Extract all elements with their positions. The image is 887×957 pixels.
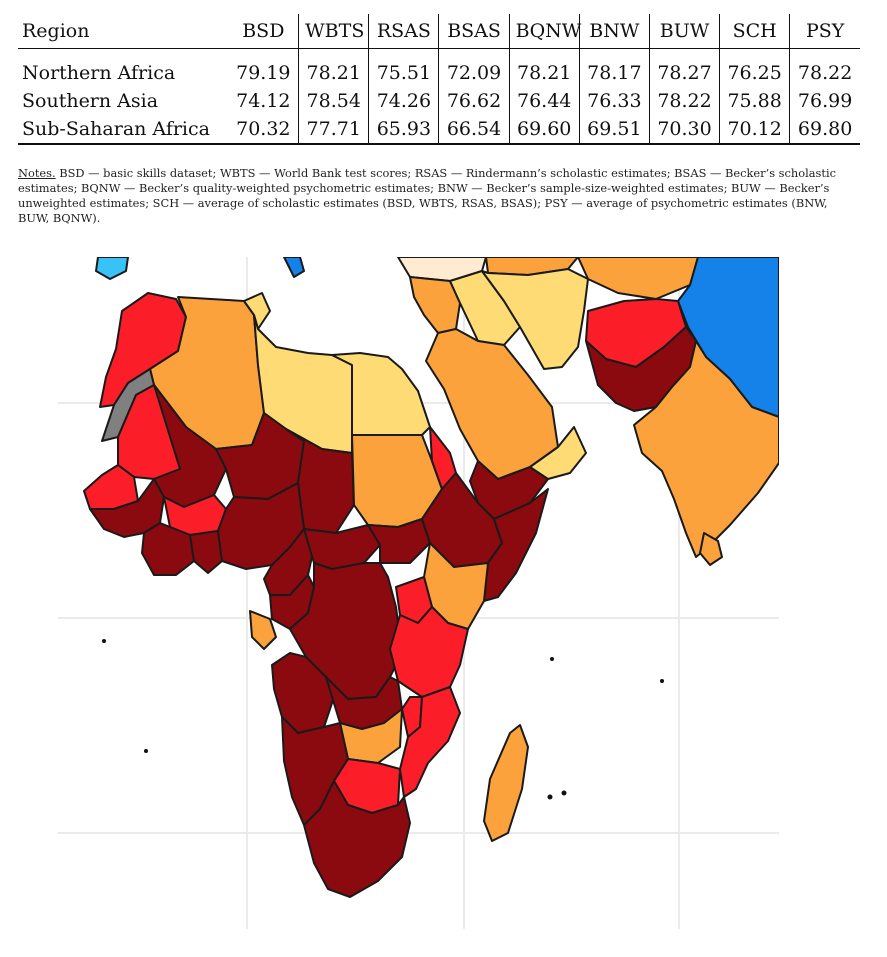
map-region-sri-lanka [699, 532, 723, 566]
column-header-sch: SCH [719, 14, 790, 49]
map-region-oman [529, 426, 587, 480]
column-header-bnw: BNW [578, 14, 650, 49]
map-region-tanzania [389, 606, 469, 698]
map-region-tunisia [243, 292, 271, 330]
map-region-south-africa [303, 780, 411, 898]
map-region-guinea [89, 478, 165, 538]
table-cell: 75.88 [719, 87, 790, 115]
column-header-psy: PSY [789, 14, 860, 49]
map-region-mozambique [399, 686, 461, 798]
column-header-buw: BUW [648, 14, 720, 49]
table-cell: 74.26 [368, 87, 439, 115]
results-table-container: Region BSD WBTS RSAS BSAS BQNW BNW BUW S… [18, 14, 860, 145]
column-header-wbts: WBTS [298, 14, 369, 49]
map-region-somalia [483, 488, 549, 602]
map-islands [102, 639, 664, 800]
map-region-madagascar [483, 724, 529, 842]
table-cell: 78.54 [298, 87, 369, 115]
column-header-rsas: RSAS [368, 14, 439, 49]
table-cell: 69.80 [789, 115, 860, 144]
island-marker [102, 639, 106, 643]
map-region-india [633, 340, 779, 558]
table-cell: 79.19 [236, 62, 291, 84]
map-region-italy [283, 257, 305, 278]
map-region-egypt [331, 352, 431, 436]
map-region-angola [271, 652, 335, 734]
table-cell: 77.71 [298, 115, 369, 144]
island-marker [550, 657, 554, 661]
table-cell: 78.21 [508, 48, 580, 87]
table-cell: 70.30 [648, 115, 720, 144]
table-cell: 78.21 [298, 48, 369, 87]
column-header-bqnw: BQNW [508, 14, 581, 49]
column-header-region: Region [22, 20, 90, 42]
table-cell: 75.51 [368, 48, 439, 87]
table-cell: 78.27 [648, 48, 720, 87]
table-cell: 78.22 [648, 87, 720, 115]
map-region-angola-north [249, 610, 277, 650]
table-cell: 76.25 [719, 48, 790, 87]
row-region-label: Northern Africa [22, 62, 176, 84]
table-cell: 72.09 [438, 48, 510, 87]
table-cell: 66.54 [438, 115, 510, 144]
table-cell: 76.99 [789, 87, 860, 115]
map-region-iberia [95, 257, 129, 280]
table-cell: 78.22 [789, 48, 860, 87]
notes-text: BSD — basic skills dataset; WBTS — World… [18, 166, 836, 225]
table-header-row: Region BSD WBTS RSAS BSAS BQNW BNW BUW S… [18, 14, 860, 49]
column-header-bsd: BSD [242, 20, 285, 42]
choropleth-map [58, 257, 779, 929]
notes-label: Notes. [18, 166, 56, 180]
table-cell: 70.12 [719, 115, 790, 144]
table-cell: 76.33 [578, 87, 650, 115]
table-row: Southern Asia 74.12 78.54 74.26 76.62 76… [18, 87, 860, 115]
table-cell: 74.12 [236, 90, 291, 112]
map-region-iran [481, 268, 589, 370]
row-region-label: Sub-Saharan Africa [22, 118, 210, 140]
map-region-ghana-togo [189, 530, 223, 574]
table-cell: 69.51 [578, 115, 650, 144]
island-marker [561, 790, 567, 796]
table-cell: 76.62 [438, 87, 510, 115]
table-cell: 69.60 [508, 115, 580, 144]
table-notes: Notes. BSD — basic skills dataset; WBTS … [18, 166, 860, 226]
table-row: Northern Africa 79.19 78.21 75.51 72.09 … [18, 48, 860, 87]
table-cell: 78.17 [578, 48, 650, 87]
table-row: Sub-Saharan Africa 70.32 77.71 65.93 66.… [18, 115, 860, 144]
table-cell: 70.32 [236, 118, 291, 140]
table-cell: 76.44 [508, 87, 580, 115]
island-marker [547, 794, 553, 800]
column-header-bsas: BSAS [438, 14, 510, 49]
map-region-south-sudan [367, 518, 431, 564]
table-cell: 65.93 [368, 115, 439, 144]
island-marker [144, 749, 148, 753]
island-marker [660, 679, 664, 683]
results-table: Region BSD WBTS RSAS BSAS BQNW BNW BUW S… [18, 14, 860, 145]
row-region-label: Southern Asia [22, 90, 159, 112]
